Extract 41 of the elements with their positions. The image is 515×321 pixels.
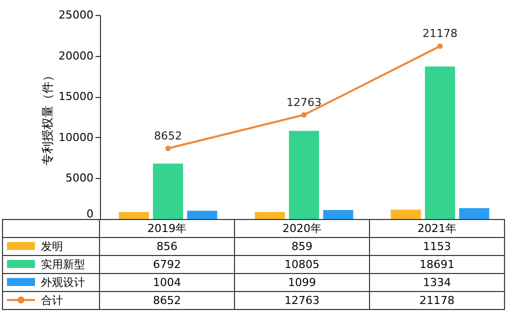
data-label: 18691 bbox=[370, 256, 504, 274]
point bbox=[165, 146, 171, 152]
y-tick-label: 0 bbox=[86, 208, 94, 220]
data-label: 856 bbox=[100, 238, 234, 256]
data-label: 10805 bbox=[234, 256, 370, 274]
bar bbox=[152, 164, 184, 219]
point bbox=[301, 112, 307, 118]
legend-label: 发明 bbox=[41, 240, 63, 252]
data-label: 1153 bbox=[370, 238, 504, 256]
bar bbox=[424, 66, 456, 219]
bar bbox=[118, 212, 149, 219]
annotation: 8652 bbox=[154, 129, 182, 142]
data-label: 8652 bbox=[100, 292, 234, 310]
x-tick-label: 2021年 bbox=[370, 220, 504, 238]
data-label: 1099 bbox=[234, 274, 370, 292]
x-tick-label: 2020年 bbox=[234, 220, 370, 238]
legend-label: 合计 bbox=[41, 294, 63, 306]
data-label: 1334 bbox=[370, 274, 504, 292]
bar bbox=[323, 210, 354, 219]
data-label: 1004 bbox=[100, 274, 234, 292]
y-tick-label: 25000 bbox=[58, 8, 94, 22]
x-tick-label: 2019年 bbox=[100, 220, 234, 238]
bar bbox=[459, 208, 490, 219]
y-tick-label: 20000 bbox=[58, 49, 94, 62]
legend-label: 实用新型 bbox=[41, 258, 85, 270]
data-label: 21178 bbox=[370, 292, 504, 310]
legend-label: 外观设计 bbox=[41, 276, 85, 288]
y-tick-label: 15000 bbox=[58, 90, 94, 104]
y-tick-label: 5000 bbox=[66, 172, 94, 185]
bar bbox=[288, 130, 320, 219]
data-label: 12763 bbox=[234, 292, 370, 310]
data-label: 859 bbox=[234, 238, 370, 256]
bar bbox=[390, 210, 421, 219]
annotation: 12763 bbox=[286, 96, 322, 109]
data-label: 6792 bbox=[100, 256, 234, 274]
annotation: 21178 bbox=[422, 27, 458, 40]
bar bbox=[254, 212, 285, 219]
point bbox=[437, 43, 443, 49]
bar bbox=[187, 210, 218, 219]
y-tick-label: 10000 bbox=[58, 130, 94, 144]
y-axis-title: 专利授权量（件） bbox=[40, 70, 55, 166]
